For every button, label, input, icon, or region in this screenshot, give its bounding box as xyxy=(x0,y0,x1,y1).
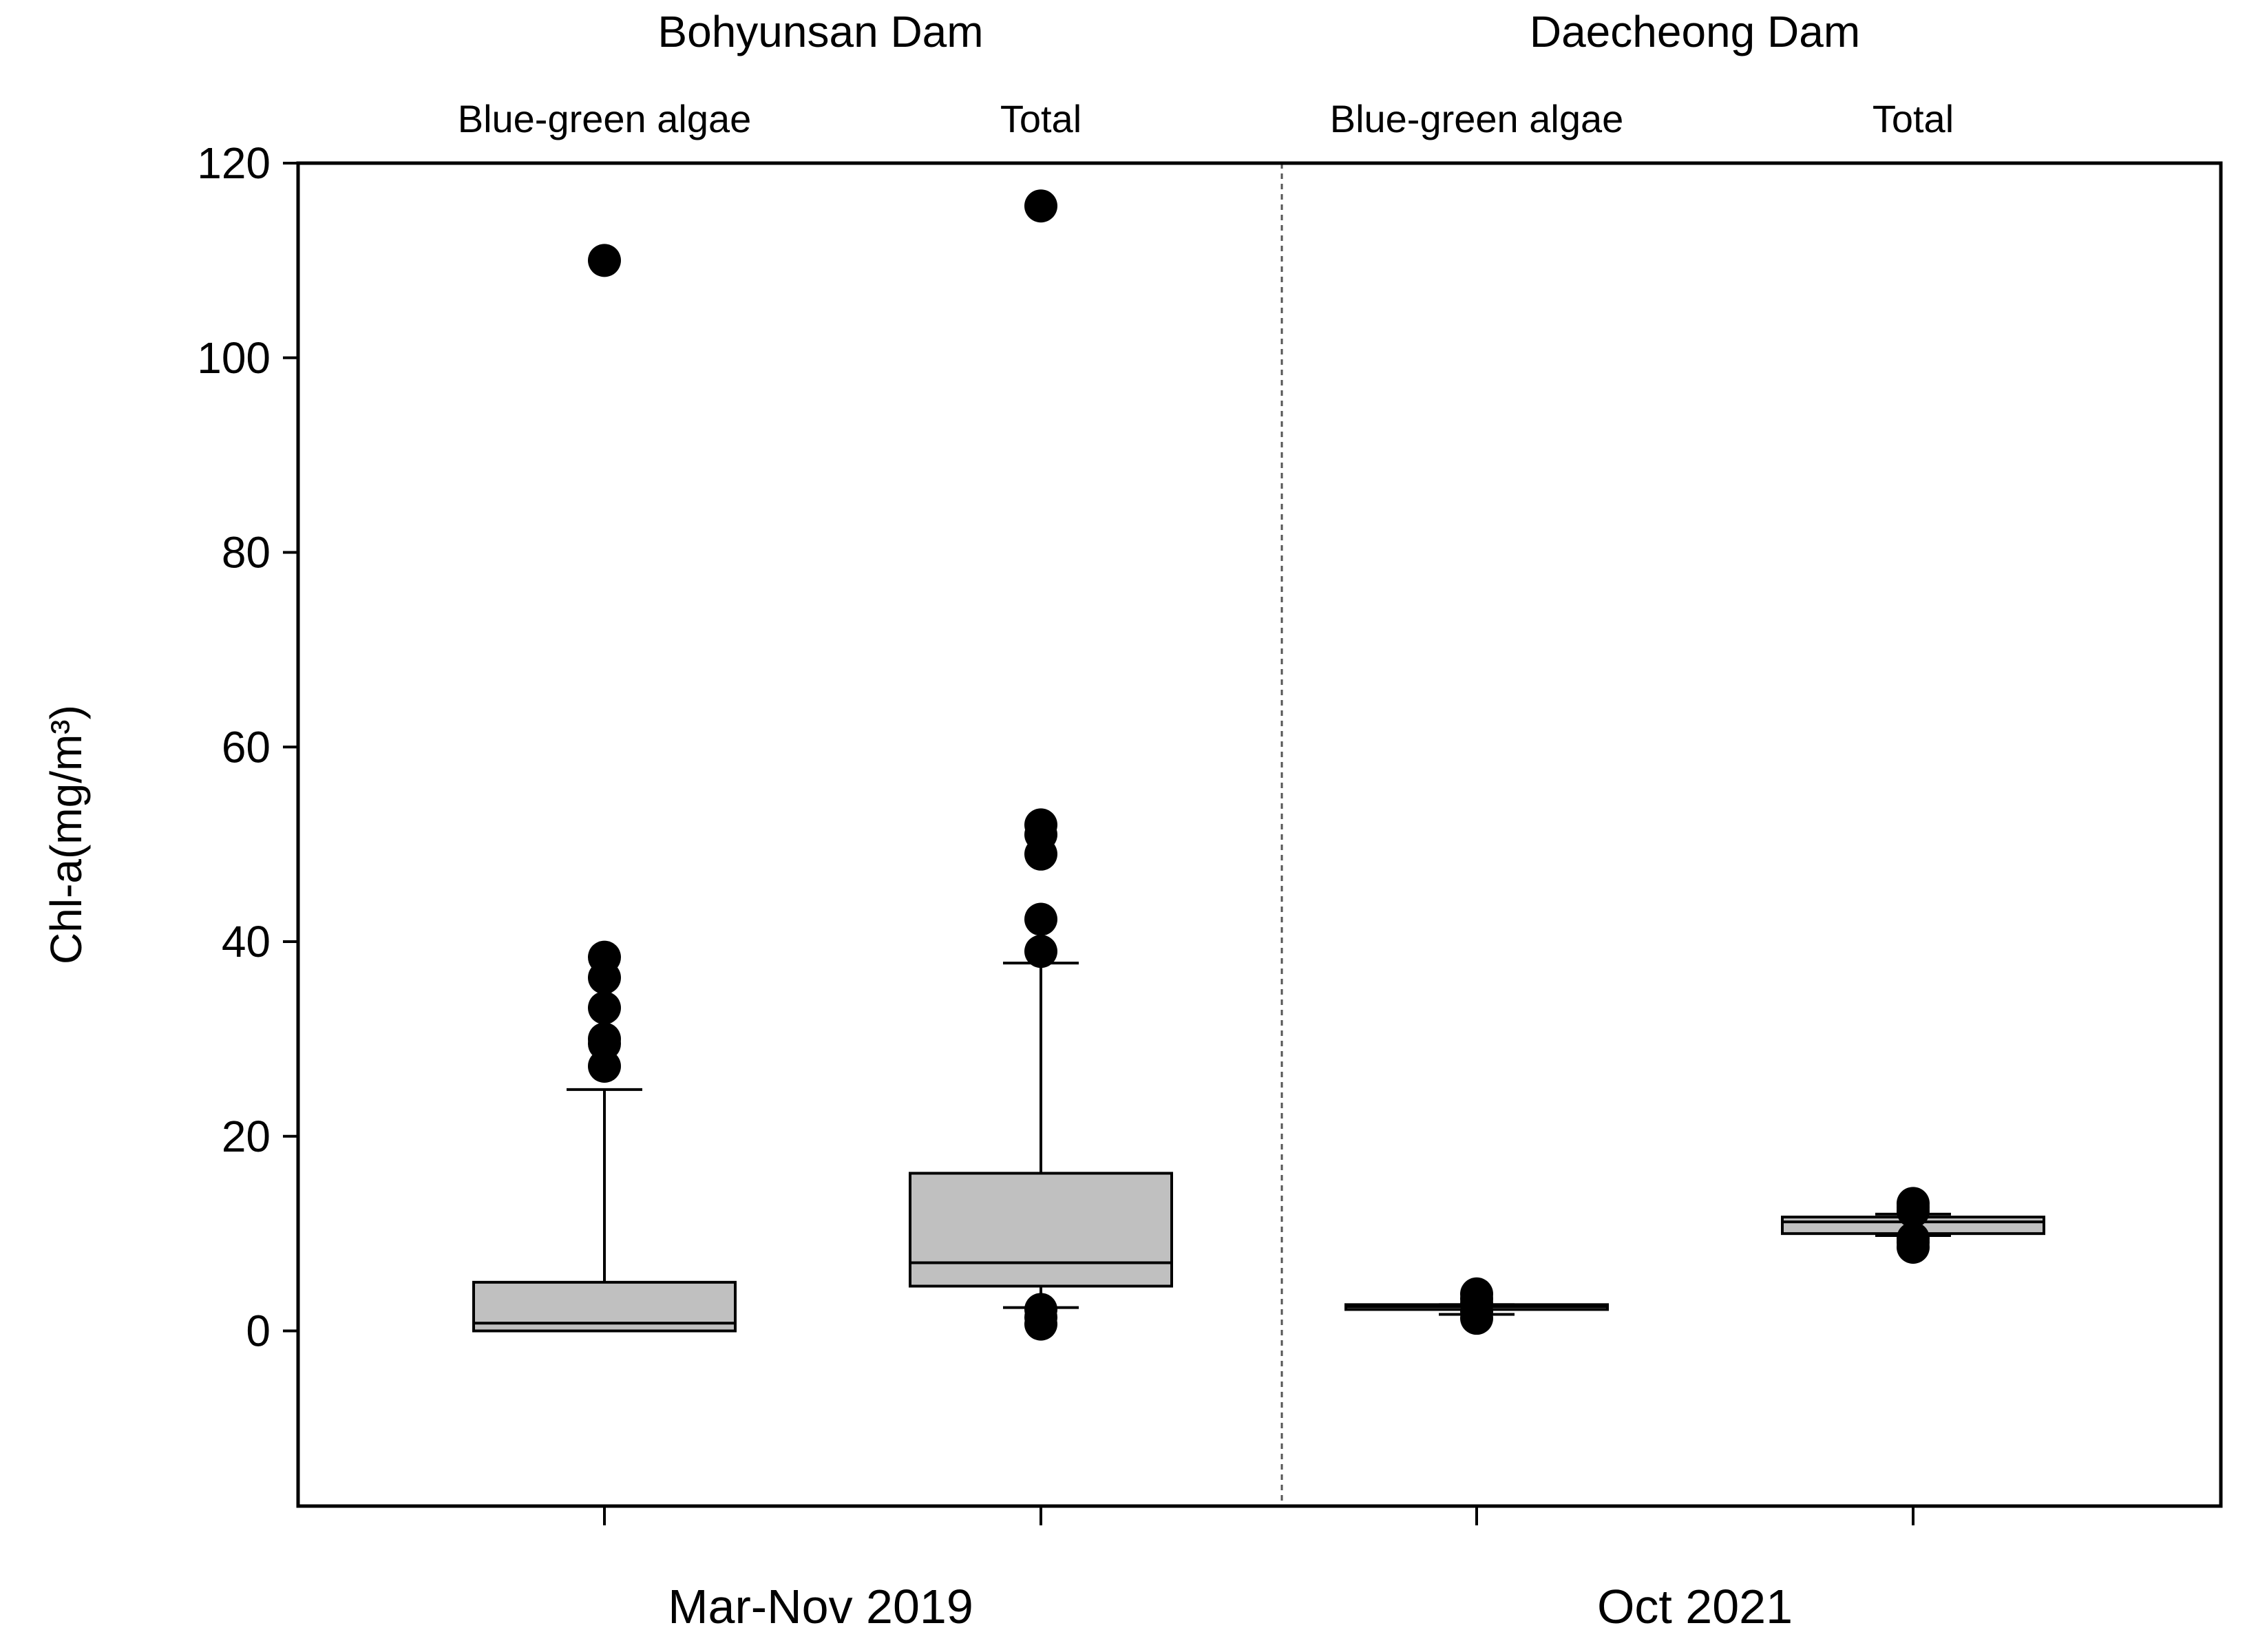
y-tick-label-40: 40 xyxy=(222,917,271,966)
period-label-1: Mar-Nov 2019 xyxy=(668,1580,973,1633)
boxplot-4 xyxy=(1781,1187,2045,1264)
outlier-1-7 xyxy=(588,244,621,277)
y-tick-label-120: 120 xyxy=(197,138,271,188)
boxplots-layer xyxy=(472,189,2045,1341)
outlier-2-9 xyxy=(1024,189,1057,223)
outlier-1-6 xyxy=(588,940,621,974)
boxplot-1 xyxy=(472,244,737,1333)
category-label-4: Total xyxy=(1873,97,1954,140)
outlier-2-5 xyxy=(1024,902,1057,936)
boxplot-2 xyxy=(909,189,1173,1341)
category-label-2: Total xyxy=(1000,97,1082,140)
period-label-2: Oct 2021 xyxy=(1597,1580,1793,1633)
y-tick-label-60: 60 xyxy=(222,722,271,772)
category-label-1: Blue-green algae xyxy=(458,97,752,140)
outlier-3-5 xyxy=(1460,1277,1493,1311)
y-tick-label-100: 100 xyxy=(197,333,271,383)
outlier-1-3 xyxy=(588,1022,621,1056)
group-title-1: Bohyunsan Dam xyxy=(657,7,983,56)
outlier-1-4 xyxy=(588,991,621,1025)
y-axis: 0 20 40 60 80 100 120 Chl-a(mg/m³) xyxy=(41,138,298,1356)
y-tick-label-20: 20 xyxy=(222,1112,271,1161)
titles-layer: Bohyunsan Dam Mar-Nov 2019 Daecheong Dam Oc… xyxy=(458,7,1954,1633)
box-2 xyxy=(909,1172,1173,1288)
outlier-2-8 xyxy=(1024,808,1057,842)
group-title-2: Daecheong Dam xyxy=(1530,7,1860,56)
y-tick-label-80: 80 xyxy=(222,528,271,578)
category-label-3: Blue-green algae xyxy=(1330,97,1624,140)
y-axis-title: Chl-a(mg/m³) xyxy=(41,705,91,964)
outlier-2-3 xyxy=(1024,1293,1057,1326)
plot-frame xyxy=(296,161,2223,1508)
outlier-4-3 xyxy=(1897,1222,1930,1256)
outlier-4-6 xyxy=(1897,1187,1930,1220)
boxplot-3 xyxy=(1344,1277,1609,1335)
outlier-2-4 xyxy=(1024,935,1057,968)
y-tick-label-0: 0 xyxy=(246,1306,271,1356)
plot-frame-layer xyxy=(296,161,2223,1525)
